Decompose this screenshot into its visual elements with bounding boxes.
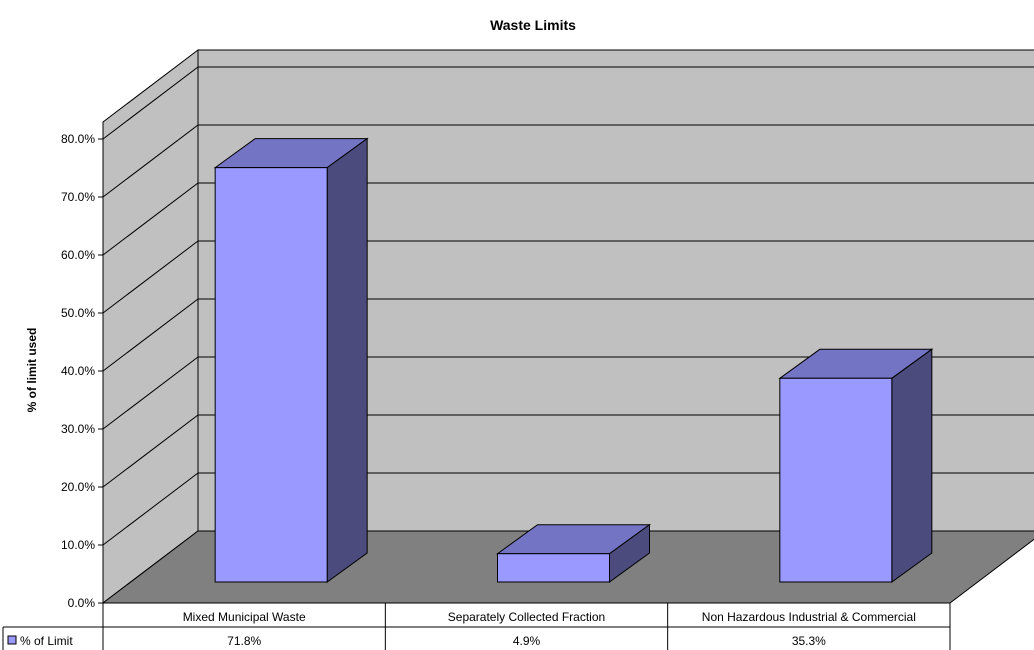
x-category-label: Separately Collected Fraction xyxy=(448,610,605,624)
y-axis-ticks: 0.0% 10.0% 20.0% 30.0% 40.0% 50.0% 60.0% 70.0% 8… xyxy=(61,132,104,610)
gridline xyxy=(102,240,1034,314)
gridline xyxy=(102,472,1034,546)
y-tick-label: 10.0% xyxy=(61,538,95,552)
gridline xyxy=(102,356,1034,430)
bars xyxy=(213,137,934,583)
gridline xyxy=(102,124,1034,198)
y-tick-label: 70.0% xyxy=(61,190,95,204)
bar xyxy=(497,553,610,583)
y-tick-label: 80.0% xyxy=(61,132,95,146)
legend-swatch xyxy=(7,635,17,645)
side-wall xyxy=(102,48,199,605)
gridline xyxy=(102,298,1034,372)
x-category-label: Mixed Municipal Waste xyxy=(183,610,306,624)
data-label: 35.3% xyxy=(792,634,826,648)
bar-side xyxy=(326,137,368,583)
bar xyxy=(214,167,328,583)
y-axis-label: % of limit used xyxy=(25,328,39,413)
gridline xyxy=(102,66,1034,140)
gridline xyxy=(102,182,1034,256)
data-table: Mixed Municipal Waste 71.8% Separately Col… xyxy=(2,602,951,650)
y-tick-label: 50.0% xyxy=(61,306,95,320)
data-label: 71.8% xyxy=(227,634,261,648)
data-label: 4.9% xyxy=(513,634,541,648)
chart-title: Waste Limits xyxy=(490,17,576,33)
legend-label: % of Limit xyxy=(20,634,73,648)
y-tick-label: 30.0% xyxy=(61,422,95,436)
y-tick-label: 20.0% xyxy=(61,480,95,494)
x-category-label: Non Hazardous Industrial & Commercial xyxy=(702,610,916,624)
bar xyxy=(779,377,893,583)
bar-side xyxy=(891,348,933,583)
y-tick-label: 40.0% xyxy=(61,364,95,378)
gridline xyxy=(102,414,1034,488)
y-tick-label: 0.0% xyxy=(68,596,96,610)
gridlines xyxy=(102,66,1034,546)
y-tick-label: 60.0% xyxy=(61,248,95,262)
